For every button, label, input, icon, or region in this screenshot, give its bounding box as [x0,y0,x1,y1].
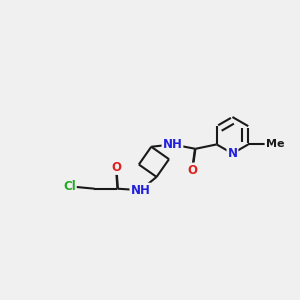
Text: Cl: Cl [63,180,76,193]
Text: NH: NH [163,138,182,151]
Text: O: O [188,164,197,176]
Text: N: N [227,147,237,160]
Text: NH: NH [130,184,150,197]
Text: Me: Me [266,140,284,149]
Text: O: O [111,161,121,174]
